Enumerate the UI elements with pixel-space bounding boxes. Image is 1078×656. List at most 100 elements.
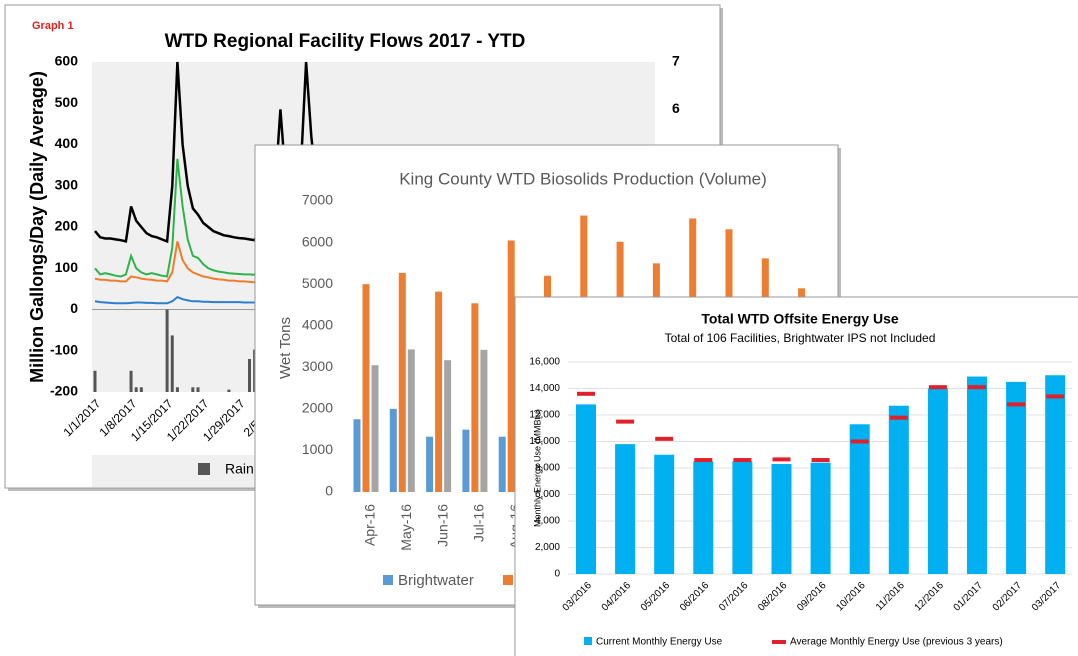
y-tick-label: 4,000	[535, 516, 560, 527]
rain-bar	[93, 370, 97, 392]
legend-swatch	[584, 637, 592, 645]
bar	[462, 429, 470, 492]
y-tick-label: 2,000	[535, 542, 560, 553]
legend-swatch	[383, 575, 393, 585]
bar	[389, 408, 397, 492]
bar	[407, 349, 415, 492]
chart-title: King County WTD Biosolids Production (Vo…	[399, 169, 767, 188]
y2-tick-label: 7	[672, 53, 680, 69]
bar	[576, 404, 596, 574]
rain-bar	[196, 387, 200, 392]
y-tick-label: -200	[50, 383, 78, 399]
average-marker	[889, 415, 908, 420]
average-marker	[694, 458, 713, 463]
y-axis-label: Million Gallongs/Day (Daily Average)	[27, 71, 47, 383]
rain-bar	[170, 335, 174, 392]
average-marker	[577, 391, 595, 396]
bar	[654, 454, 675, 574]
bar	[888, 405, 909, 574]
rain-bar	[191, 387, 195, 392]
bar	[371, 365, 379, 492]
average-marker	[811, 458, 830, 463]
legend-swatch	[772, 640, 786, 644]
y-tick-label: 16,000	[529, 357, 560, 368]
rain-bar	[227, 389, 231, 392]
average-marker	[1046, 394, 1065, 399]
chart-title: WTD Regional Facility Flows 2017 - YTD	[165, 31, 526, 52]
y-tick-label: 0	[554, 569, 560, 580]
bar	[480, 349, 488, 492]
y-tick-label: 500	[55, 94, 79, 110]
rain-bar	[175, 387, 179, 392]
bar	[444, 360, 452, 492]
average-marker	[850, 439, 869, 444]
x-tick-label: Apr-16	[362, 504, 378, 546]
y-tick-label: 1000	[302, 441, 333, 457]
y-tick-label: 400	[55, 135, 79, 151]
bar	[398, 272, 406, 492]
y-tick-label: 3000	[302, 358, 333, 374]
average-marker	[968, 385, 986, 390]
bar	[927, 388, 948, 574]
y-axis-label: Monthly Energy Use (MMBtu)	[532, 409, 542, 527]
bar	[1045, 375, 1066, 574]
y-tick-label: 100	[55, 259, 79, 275]
y-tick-label: 7000	[302, 192, 333, 208]
rain-bar	[248, 359, 251, 392]
bar	[732, 461, 753, 574]
y-tick-label: 6000	[302, 233, 333, 249]
legend-swatch	[198, 463, 210, 475]
y2-tick-label: 6	[672, 100, 680, 116]
y-tick-label: 5000	[302, 275, 333, 291]
y-tick-label: 4000	[302, 316, 333, 332]
chart-subtitle: Total of 106 Facilities, Brightwater IPS…	[665, 331, 936, 345]
bar	[471, 303, 479, 492]
bar	[498, 436, 506, 492]
average-marker	[772, 457, 791, 462]
y-tick-label: 12,000	[529, 410, 560, 421]
y-tick-label: 600	[55, 53, 79, 69]
y-tick-label: 0	[325, 483, 333, 499]
chart-title: Total WTD Offsite Energy Use	[701, 311, 899, 327]
y-tick-label: -100	[50, 341, 78, 357]
bar	[849, 424, 870, 574]
rain-bar	[165, 309, 169, 392]
legend-label: Average Monthly Energy Use (previous 3 y…	[790, 637, 1003, 648]
y-tick-label: 300	[55, 176, 79, 192]
average-marker	[1007, 402, 1026, 407]
bar	[353, 419, 361, 492]
y-tick-label: 8,000	[535, 463, 560, 474]
y-tick-label: 2000	[302, 400, 333, 416]
bar	[435, 291, 443, 492]
bar	[1006, 381, 1027, 574]
y-axis-label: Wet Tons	[277, 317, 294, 379]
flow-line	[94, 61, 349, 244]
x-tick-label: Jun-16	[434, 504, 450, 547]
legend-swatch	[503, 575, 513, 585]
y-tick-label: 14,000	[529, 383, 560, 394]
legend-label: Brightwater	[398, 572, 474, 589]
graph-label: Graph 1	[32, 20, 74, 32]
bar	[967, 376, 987, 574]
legend-label: Current Monthly Energy Use	[596, 637, 723, 648]
rain-bar	[134, 387, 138, 392]
bar	[362, 284, 370, 492]
y-tick-label: 200	[55, 218, 79, 234]
y-tick-label: 10,000	[529, 436, 560, 447]
y-tick-label: 0	[70, 300, 78, 316]
x-tick-label: May-16	[398, 504, 414, 551]
average-marker	[655, 436, 674, 441]
y-tick-label: 6,000	[535, 489, 560, 500]
average-marker	[616, 419, 635, 424]
bar	[615, 444, 636, 574]
average-marker	[928, 385, 947, 390]
rain-bar	[139, 387, 143, 392]
bar	[426, 436, 434, 492]
bar	[771, 464, 792, 574]
bar	[507, 240, 515, 492]
average-marker	[733, 458, 752, 463]
legend-label: Rain	[225, 461, 254, 477]
x-tick-label: Jul-16	[471, 504, 487, 542]
rain-bar	[129, 370, 133, 392]
